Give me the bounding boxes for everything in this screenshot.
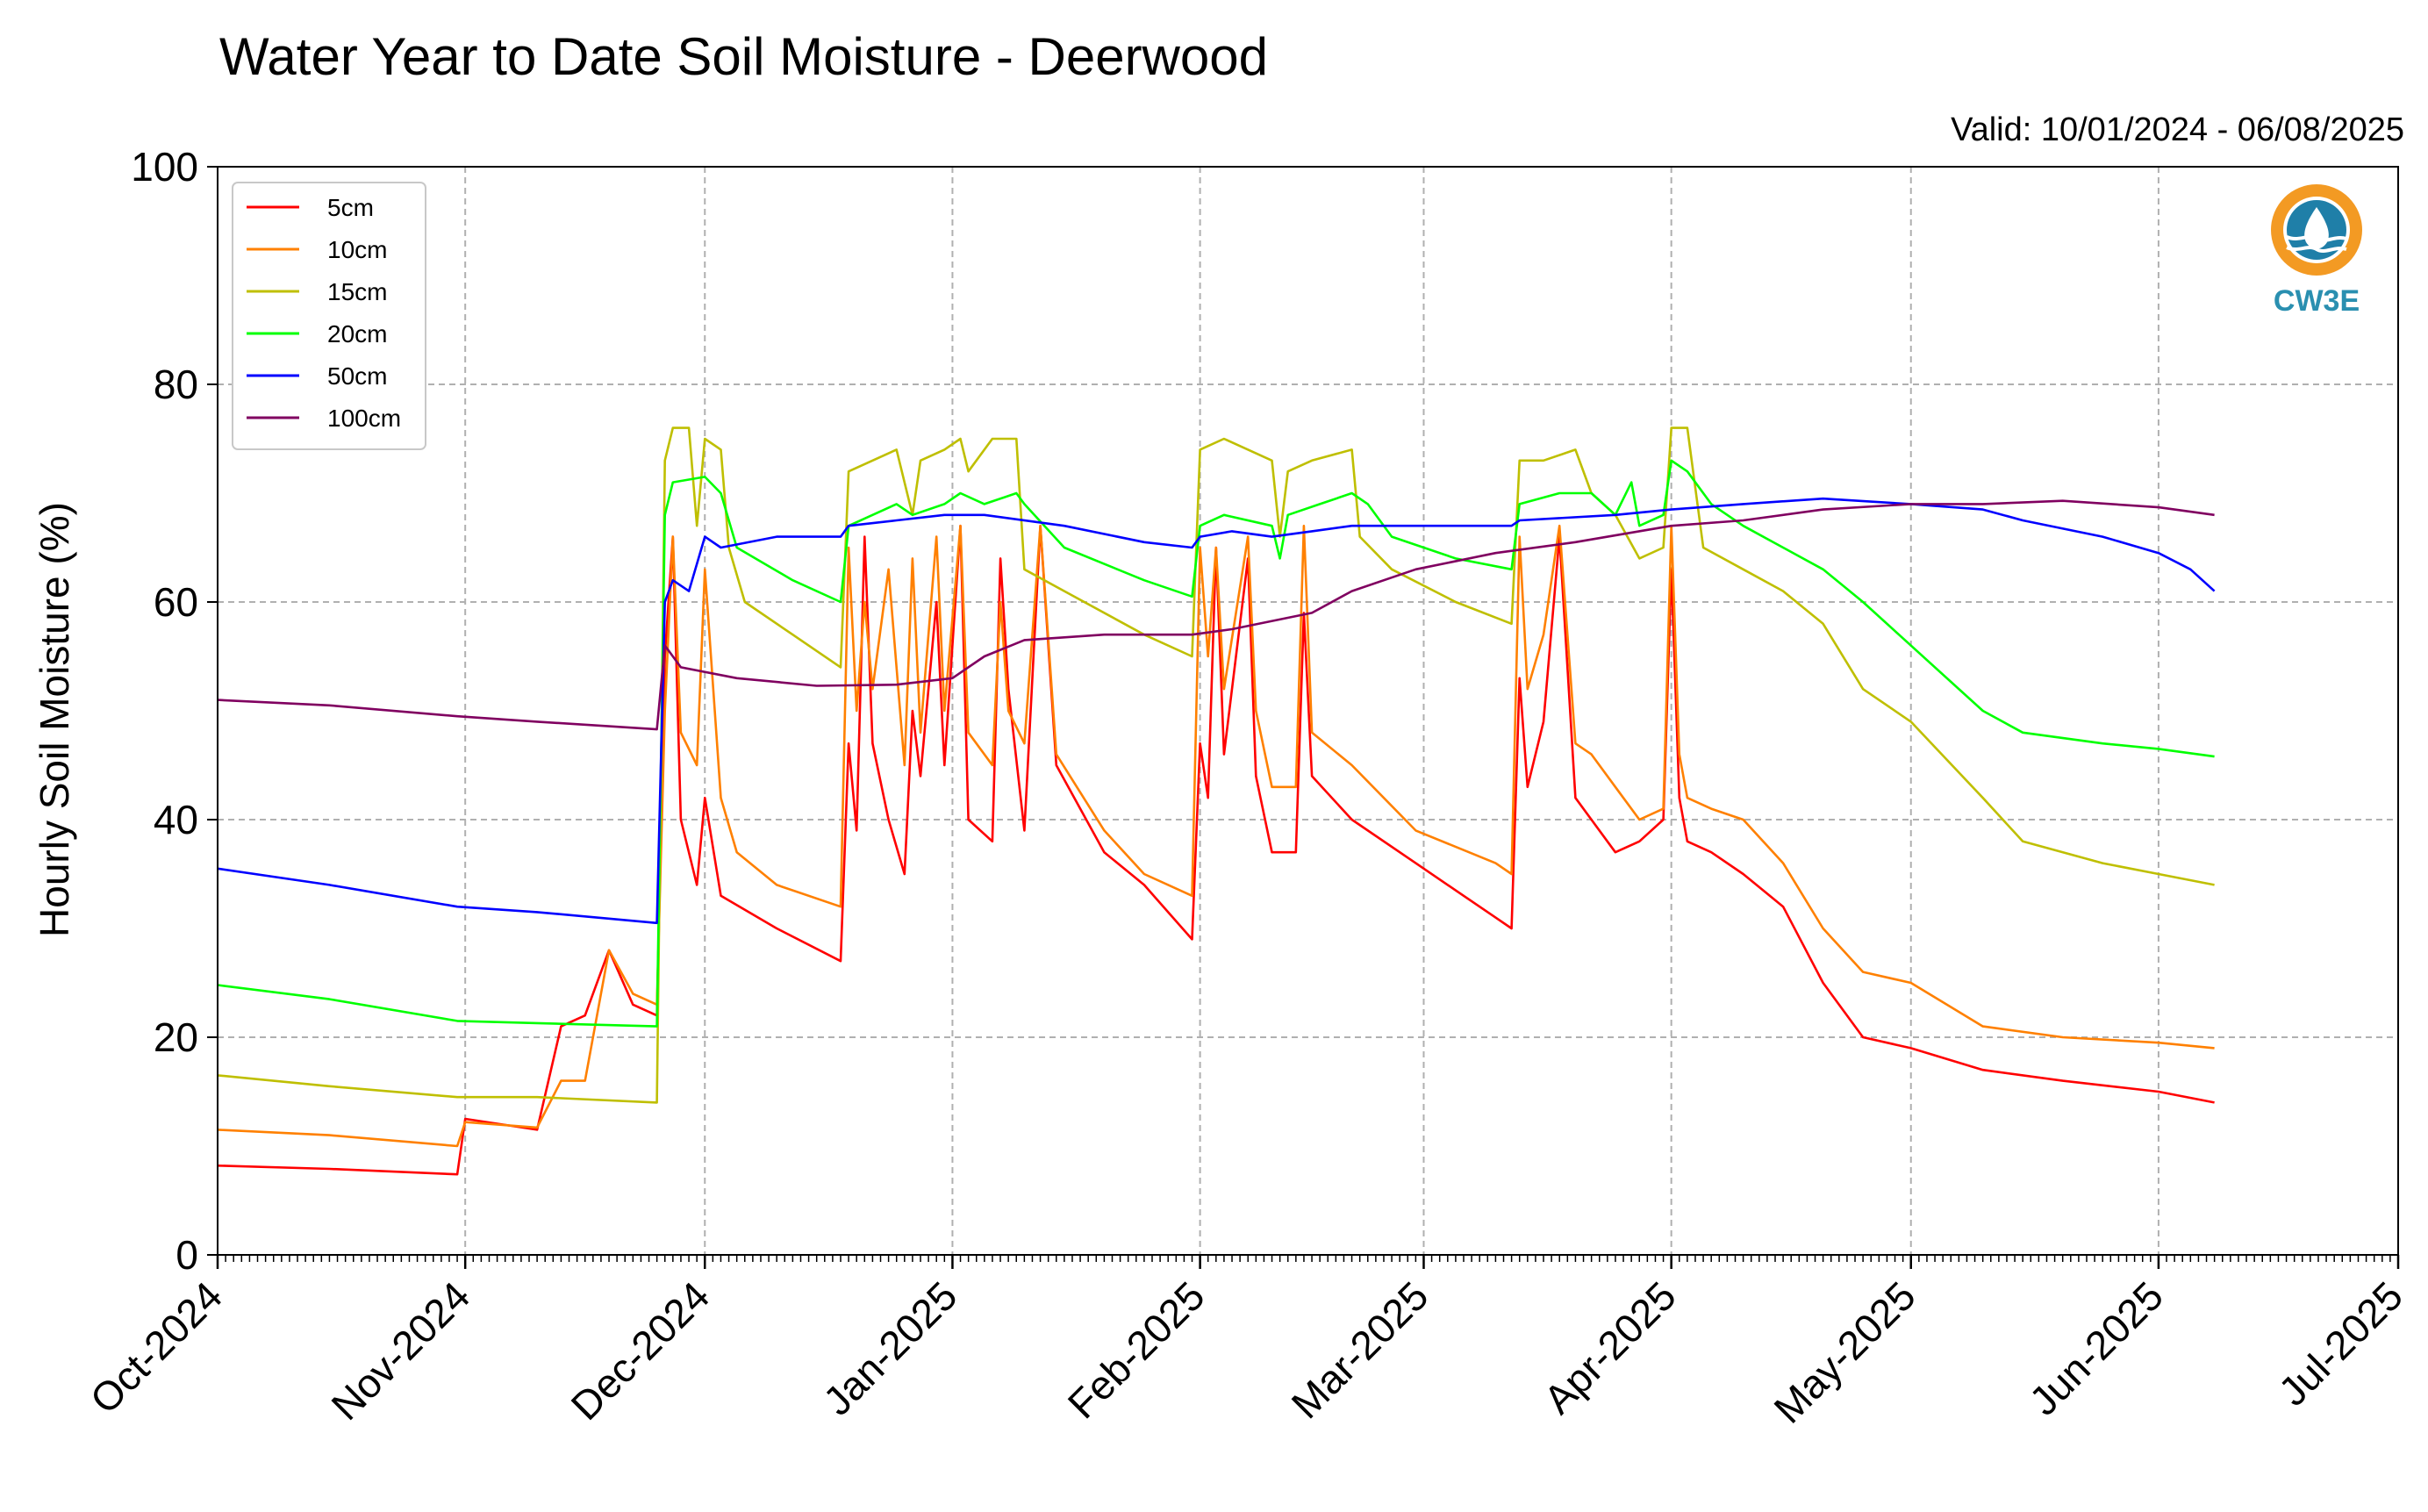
x-tick-label: Jan-2025 <box>814 1272 965 1423</box>
series-line-5cm <box>217 524 2215 1176</box>
series-line-15cm <box>217 426 2215 1104</box>
y-tick-label: 20 <box>154 1014 198 1060</box>
legend-label: 100cm <box>327 405 401 432</box>
chart-title: Water Year to Date Soil Moisture - Deerw… <box>219 27 1268 86</box>
axes: 0 20 40 60 80 100 Oct-2024 Nov-2024 Dec-2024 Jan-… <box>82 144 2412 1432</box>
x-tick-label: May-2025 <box>1765 1272 1923 1431</box>
valid-date-range: Valid: 10/01/2024 - 06/08/2025 <box>1951 111 2404 148</box>
x-tick-label: Mar-2025 <box>1283 1272 1437 1427</box>
legend-label: 20cm <box>327 320 387 348</box>
x-tick-label: Dec-2024 <box>562 1272 719 1429</box>
legend: 5cm 10cm 15cm 20cm 50cm 100cm <box>232 182 426 450</box>
series-lines <box>217 426 2216 1176</box>
series-line-20cm <box>217 459 2215 1028</box>
logo-text: CW3E <box>2274 284 2360 318</box>
series-line-50cm <box>217 497 2216 925</box>
y-tick-label: 0 <box>175 1232 198 1278</box>
x-tick-label: Nov-2024 <box>322 1272 478 1429</box>
x-tick-label: Jun-2025 <box>2021 1272 2172 1423</box>
legend-label: 50cm <box>327 362 387 390</box>
x-tick-label: Oct-2024 <box>82 1272 232 1422</box>
legend-label: 5cm <box>327 194 374 221</box>
y-tick-label: 60 <box>154 579 198 625</box>
plot-frame <box>217 166 2399 1256</box>
y-tick-label: 80 <box>154 362 198 407</box>
x-tick-label: Feb-2025 <box>1059 1272 1214 1427</box>
cw3e-logo: CW3E <box>2271 184 2362 318</box>
y-axis-label: Hourly Soil Moisture (%) <box>32 502 77 937</box>
x-tick-label: Jul-2025 <box>2270 1272 2412 1415</box>
y-tick-label: 100 <box>131 144 198 190</box>
legend-label: 15cm <box>327 278 387 305</box>
y-tick-label: 40 <box>154 797 198 842</box>
x-tick-label: Apr-2025 <box>1535 1272 1685 1422</box>
series-line-100cm <box>217 499 2215 731</box>
legend-label: 10cm <box>327 236 387 263</box>
series-line-10cm <box>217 524 2215 1148</box>
